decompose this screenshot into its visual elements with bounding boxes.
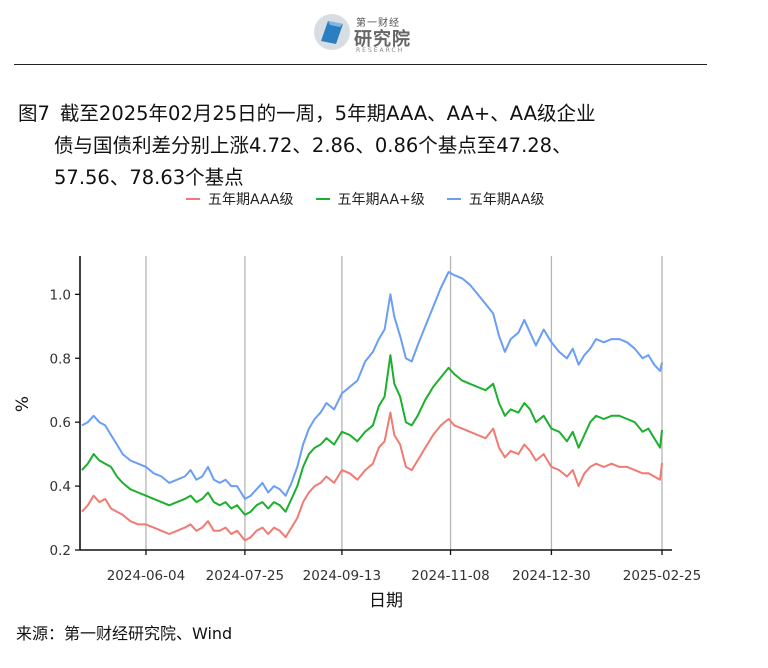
legend-item-1: 五年期AA+级	[315, 189, 425, 209]
series-line-0	[81, 411, 663, 542]
legend-item-0: 五年期AAA级	[186, 189, 294, 209]
legend-swatch-1	[315, 198, 330, 200]
x-tick-label-4: 2024-12-30	[512, 568, 590, 584]
legend-item-2: 五年期AA级	[446, 189, 545, 209]
title-line-2: 债与国债利差分别上涨4.72、2.86、0.86个基点至47.28、	[54, 134, 572, 157]
x-tick-label-0: 2024-06-04	[107, 568, 185, 584]
y-tick-label-1: 0.4	[50, 479, 71, 495]
title-line-3: 57.56、78.63个基点	[54, 166, 244, 189]
x-tick-label-1: 2024-07-25	[206, 568, 284, 584]
series-line-2	[81, 271, 663, 500]
logo-tiny-text: RESEARCH	[356, 47, 405, 54]
logo: 第一财经 研究院 RESEARCH	[312, 10, 422, 54]
logo-small-text: 第一财经	[356, 18, 400, 29]
x-tick-label-2: 2024-09-13	[303, 568, 381, 584]
header-divider	[14, 64, 707, 65]
x-tick-label-5: 2025-02-25	[623, 568, 701, 584]
legend-swatch-2	[446, 198, 461, 200]
series-line-1	[81, 354, 663, 516]
y-axis-title: %	[13, 396, 33, 412]
figure-number: 图7	[18, 102, 50, 125]
legend-swatch-0	[186, 198, 200, 200]
legend: 五年期AAA级 五年期AA+级 五年期AA级	[186, 188, 566, 210]
legend-label-2: 五年期AA级	[468, 192, 545, 208]
y-tick-label-3: 0.8	[50, 351, 71, 367]
title-line-1: 截至2025年02月25日的一周，5年期AAA、AA+、AA级企业	[59, 102, 596, 125]
chart-title: 图7 截至2025年02月25日的一周，5年期AAA、AA+、AA级企业 债与国债…	[18, 98, 708, 194]
x-axis-title: 日期	[369, 591, 403, 611]
y-tick-label-2: 0.6	[50, 415, 71, 431]
logo-big-text: 研究院	[354, 29, 411, 50]
y-tick-label-0: 0.2	[50, 543, 71, 559]
legend-label-1: 五年期AA+级	[337, 192, 425, 208]
legend-label-0: 五年期AAA级	[208, 192, 294, 208]
x-tick-label-3: 2024-11-08	[411, 568, 489, 584]
logo-mark-icon	[314, 14, 350, 50]
y-tick-label-4: 1.0	[50, 287, 71, 303]
source-note: 来源：第一财经研究院、Wind	[16, 624, 233, 643]
